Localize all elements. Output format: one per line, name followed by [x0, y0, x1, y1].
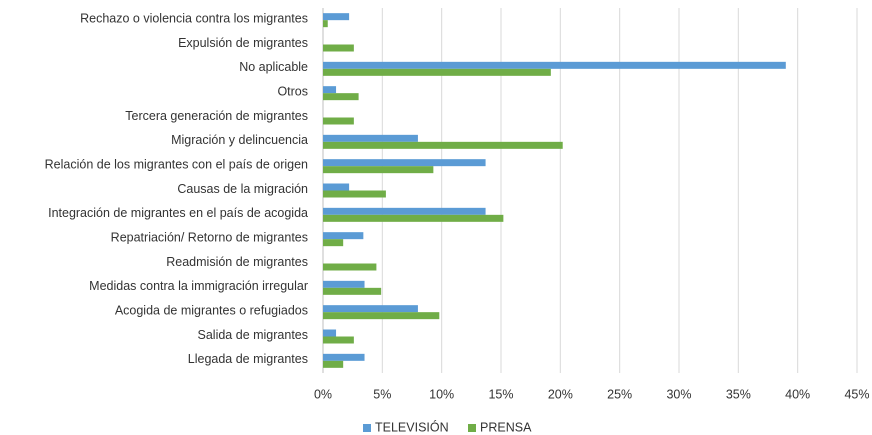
bar	[323, 232, 364, 240]
y-tick-label: Rechazo o violencia contra los migrantes	[80, 11, 308, 25]
bar	[323, 134, 418, 142]
y-tick-label: Medidas contra la immigración irregular	[89, 279, 308, 293]
x-tick-label: 5%	[373, 387, 391, 401]
bar	[323, 117, 354, 125]
y-tick-label: Causas de la migración	[177, 182, 308, 196]
bar	[323, 68, 551, 76]
y-tick-label: Otros	[277, 84, 308, 98]
y-tick-label: Acogida de migrantes o refugiados	[115, 303, 308, 317]
y-tick-label: Readmisión de migrantes	[166, 255, 308, 269]
bar	[323, 280, 365, 288]
y-tick-label: Integración de migrantes en el país de a…	[48, 206, 308, 220]
bar	[323, 214, 504, 222]
bar	[323, 159, 486, 167]
bar	[323, 183, 350, 191]
bar	[323, 287, 382, 295]
y-tick-label: Repatriación/ Retorno de migrantes	[111, 230, 308, 244]
x-tick-label: 35%	[726, 387, 751, 401]
y-tick-label: Migración y delincuencia	[171, 133, 308, 147]
bar	[323, 360, 344, 368]
bar	[323, 336, 354, 344]
x-tick-label: 0%	[314, 387, 332, 401]
y-tick-label: No aplicable	[239, 60, 308, 74]
bar	[323, 13, 350, 21]
x-tick-label: 30%	[666, 387, 691, 401]
bar	[323, 329, 337, 337]
x-tick-label: 25%	[607, 387, 632, 401]
y-tick-label: Salida de migrantes	[198, 328, 308, 342]
x-tick-label: 20%	[548, 387, 573, 401]
legend-label: PRENSA	[480, 420, 532, 434]
bar	[323, 312, 440, 320]
y-tick-label: Tercera generación de migrantes	[125, 109, 308, 123]
bar	[323, 61, 786, 69]
y-tick-label: Relación de los migrantes con el país de…	[45, 157, 308, 171]
x-tick-label: 40%	[785, 387, 810, 401]
bar	[323, 239, 344, 247]
legend-swatch	[363, 424, 371, 432]
bar	[323, 141, 563, 149]
bar	[323, 86, 337, 94]
y-tick-label: Expulsión de migrantes	[178, 36, 308, 50]
y-tick-label: Llegada de migrantes	[188, 352, 308, 366]
x-tick-label: 10%	[429, 387, 454, 401]
bar	[323, 190, 386, 198]
bar	[323, 353, 365, 361]
x-tick-label: 15%	[488, 387, 513, 401]
legend-label: TELEVISIÓN	[375, 419, 449, 434]
bar	[323, 166, 434, 174]
bar	[323, 305, 418, 313]
x-tick-label: 45%	[844, 387, 869, 401]
bar	[323, 263, 377, 271]
bar	[323, 207, 486, 215]
bar	[323, 44, 354, 52]
bar	[323, 20, 328, 28]
legend-swatch	[468, 424, 476, 432]
bar	[323, 93, 359, 101]
